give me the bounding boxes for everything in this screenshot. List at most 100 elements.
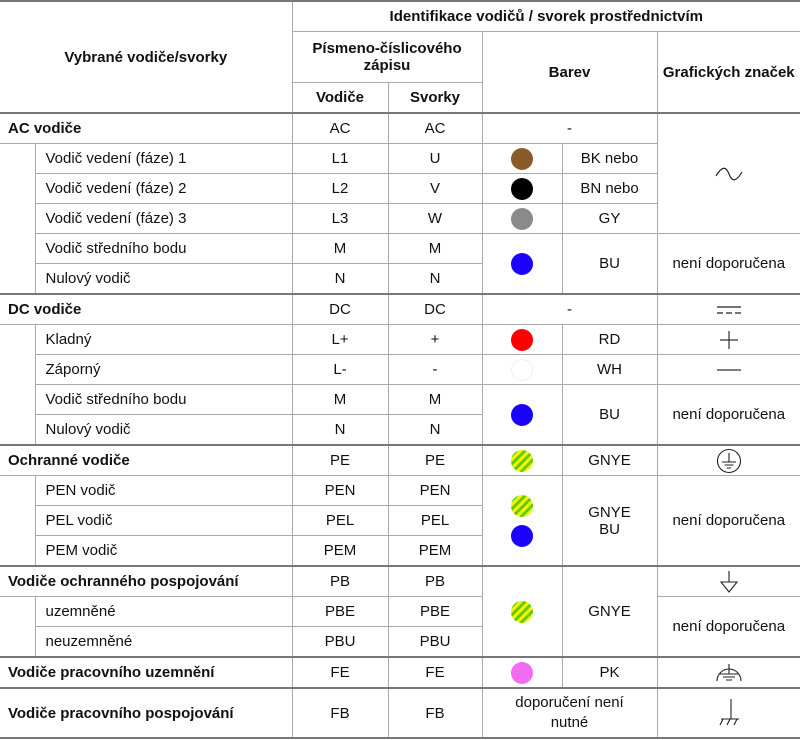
terminal-code: PE: [387, 444, 483, 476]
color-swatch-black: [511, 177, 533, 200]
plus-icon: [656, 324, 800, 355]
color-code: BK nebo: [561, 143, 657, 174]
header-selected: Vybrané vodiče/svorky: [0, 0, 293, 114]
color-code: BU: [599, 520, 620, 538]
header-terminals: Svorky: [387, 82, 482, 114]
functional-earth-icon: [656, 656, 800, 689]
conductor-code: M: [291, 384, 389, 415]
terminal-code: M: [387, 233, 483, 264]
color-code: RD: [561, 324, 658, 355]
color-swatch-pink: [511, 661, 533, 684]
color-swatch-green-yellow: [511, 494, 533, 517]
conductor-code: L1: [291, 143, 389, 174]
terminal-code: FB: [387, 687, 483, 739]
color-swatch-blue: [511, 524, 533, 547]
conductor-label: uzemněné: [34, 596, 293, 627]
group-label: Vodiče pracovního pospojování: [0, 687, 293, 739]
terminal-code: M: [387, 384, 483, 415]
conductor-code: PEN: [291, 475, 389, 506]
color-code: BU: [561, 384, 658, 446]
terminal-code: PEN: [387, 475, 483, 506]
conductor-code: PE: [291, 444, 389, 476]
group-label: Vodiče pracovního uzemnění: [0, 656, 293, 689]
conductor-code: N: [291, 263, 389, 295]
conductor-label: PEL vodič: [35, 505, 293, 536]
conductor-label: Vodič vedení (fáze) 1: [34, 143, 293, 174]
terminal-code: PB: [387, 565, 483, 597]
conductor-label: Nulový vodič: [35, 414, 293, 446]
conductor-label: neuzemněné: [35, 626, 293, 658]
color-swatch-white: [511, 358, 533, 381]
conductor-code: AC: [291, 112, 389, 144]
terminal-code: FE: [387, 656, 483, 689]
terminal-code: PBE: [387, 596, 483, 627]
conductor-label: Vodič vedení (fáze) 2: [35, 173, 293, 204]
conductor-code: L2: [291, 173, 389, 204]
color-swatch-green-yellow: [511, 600, 533, 623]
group-label: Vodiče ochranného pospojování: [0, 565, 293, 597]
header-colors: Barev: [481, 31, 658, 114]
terminal-code: PBU: [387, 626, 482, 658]
color-code: GY: [561, 203, 657, 234]
conductor-label: Kladný: [34, 324, 293, 355]
terminal-code: PEL: [387, 505, 482, 536]
conductor-label: PEN vodič: [34, 475, 293, 506]
conductor-code: FB: [291, 687, 389, 739]
conductor-label: Nulový vodič: [35, 263, 293, 295]
conductor-code: PB: [291, 565, 389, 597]
color-code: GNYE: [588, 503, 631, 521]
equipotential-icon: [656, 565, 800, 597]
color-swatch-blue: [511, 403, 533, 426]
conductor-label: Vodič středního bodu: [35, 384, 293, 415]
color-swatch-green-yellow: [511, 449, 533, 472]
terminal-code: AC: [387, 112, 483, 144]
color-swatch-blue: [511, 252, 533, 275]
terminal-code: +: [387, 324, 483, 355]
conductor-label: PEM vodič: [35, 535, 293, 567]
group-label: AC vodiče: [0, 112, 293, 144]
conductor-code: L-: [291, 354, 389, 385]
terminal-code: U: [387, 143, 483, 174]
sine-wave-icon: [656, 112, 800, 234]
header-conductors: Vodiče: [292, 82, 389, 114]
conductor-code: FE: [291, 656, 389, 689]
header-symbols: Grafických značek: [656, 31, 800, 114]
terminal-code: N: [387, 414, 482, 446]
terminal-code: DC: [387, 293, 483, 325]
conductor-label: Vodič vedení (fáze) 3: [35, 203, 293, 234]
color-code: BN nebo: [561, 173, 657, 204]
conductor-code: PEM: [291, 535, 389, 567]
terminal-code: -: [387, 354, 483, 385]
chassis-icon: [656, 687, 800, 739]
conductor-code: PBU: [291, 626, 389, 658]
terminal-code: W: [387, 203, 483, 234]
dc-symbol-icon: [656, 293, 800, 325]
color-code: BU: [561, 233, 658, 295]
protective-earth-icon: [656, 444, 800, 476]
color-swatch-brown: [511, 147, 533, 170]
color-code: WH: [561, 354, 658, 385]
conductor-code: L3: [291, 203, 389, 234]
conductor-code: L+: [291, 324, 389, 355]
symbol-text: není doporučena: [656, 596, 800, 658]
color-code: -: [481, 293, 658, 325]
terminal-code: N: [387, 263, 482, 295]
minus-icon: [656, 354, 800, 385]
group-label: DC vodiče: [0, 293, 293, 325]
header-alnum: Písmeno-číslicového zápisu: [292, 31, 483, 83]
conductor-label: Vodič středního bodu: [35, 233, 293, 264]
conductor-label: Záporný: [35, 354, 293, 385]
conductor-code: PEL: [291, 505, 389, 536]
terminal-code: PEM: [387, 535, 482, 567]
symbol-text: není doporučena: [656, 384, 800, 446]
conductor-code: M: [291, 233, 389, 264]
group-label: Ochranné vodiče: [0, 444, 293, 476]
color-swatch-gray: [511, 207, 533, 230]
color-code: doporučení není nutné: [481, 687, 658, 739]
conductor-code: DC: [291, 293, 389, 325]
header-identification: Identifikace vodičů / svorek prostřednic…: [291, 0, 800, 32]
symbol-text: není doporučena: [656, 233, 800, 295]
conductor-code: PBE: [291, 596, 389, 627]
color-code: GNYE: [561, 444, 658, 476]
